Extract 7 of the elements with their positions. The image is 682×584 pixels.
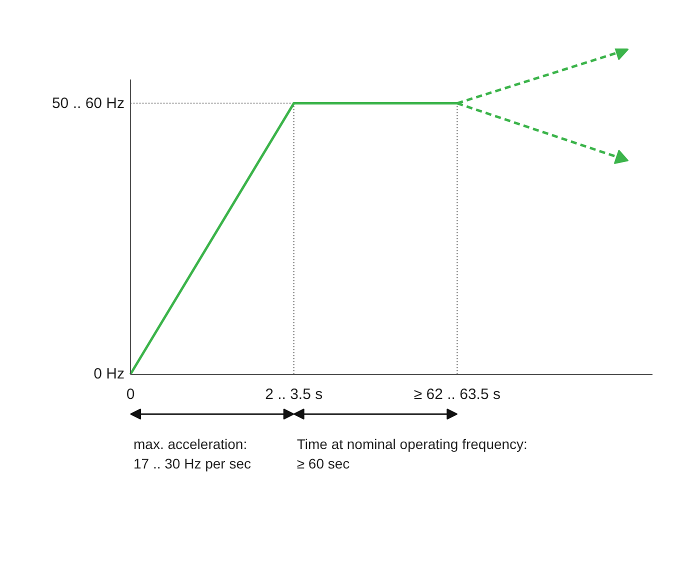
x-tick-label: 0	[126, 386, 135, 404]
x-tick-label: ≥ 62 .. 63.5 s	[414, 386, 500, 404]
x-tick-label: 2 .. 3.5 s	[265, 386, 323, 404]
text: 0 Hz	[94, 366, 124, 383]
text: 50 .. 60 Hz	[52, 94, 125, 112]
text: max. acceleration: 17 .. 30 Hz per sec	[134, 436, 252, 472]
text: Time at nominal operating frequency: ≥ 60 sec	[296, 436, 528, 472]
